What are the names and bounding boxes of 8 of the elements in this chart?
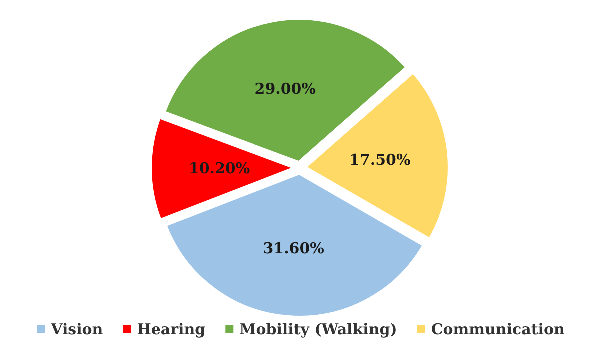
data-label: 10.20% — [188, 160, 250, 178]
legend-label: Mobility (Walking) — [240, 320, 398, 338]
legend-label: Vision — [50, 320, 104, 338]
data-label: 29.00% — [254, 80, 316, 98]
legend-label: Communication — [431, 320, 566, 338]
data-label: 31.60% — [263, 239, 324, 258]
legend-label: Hearing — [137, 320, 206, 338]
data-label: 17.50% — [349, 151, 411, 170]
